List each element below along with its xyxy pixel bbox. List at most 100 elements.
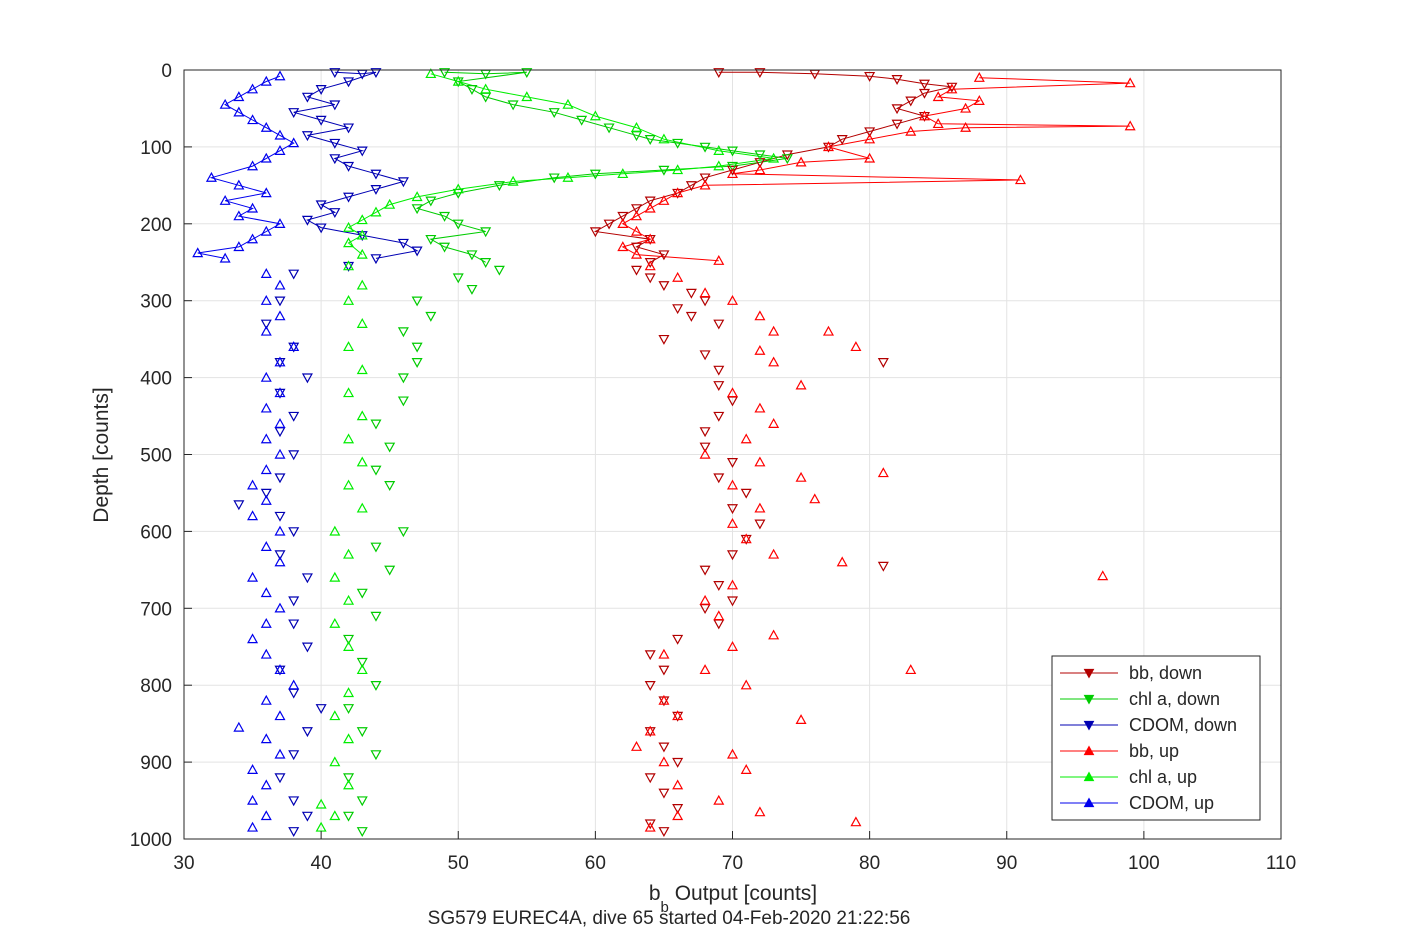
data-point xyxy=(672,634,684,645)
data-point xyxy=(343,192,355,203)
data-point xyxy=(754,402,766,413)
data-point xyxy=(288,341,300,352)
data-point xyxy=(644,821,656,832)
x-tick-label: 50 xyxy=(448,853,469,874)
data-point xyxy=(315,85,327,95)
data-point xyxy=(219,252,231,263)
data-point xyxy=(973,95,985,105)
legend-item: chl a, down xyxy=(1060,689,1220,709)
data-point xyxy=(274,356,286,367)
data-point xyxy=(507,100,519,111)
data-point xyxy=(343,77,355,88)
data-point xyxy=(658,250,670,261)
data-point xyxy=(726,517,739,528)
data-point xyxy=(301,131,313,142)
data-point xyxy=(699,350,711,361)
data-point xyxy=(754,150,766,161)
legend-box xyxy=(1051,655,1261,821)
data-point xyxy=(644,233,656,244)
data-point xyxy=(247,764,259,774)
data-point xyxy=(329,617,341,628)
data-point xyxy=(822,141,835,152)
data-point xyxy=(452,273,464,284)
x-tick-label: 60 xyxy=(585,853,606,874)
data-point xyxy=(726,165,739,176)
data-point xyxy=(658,742,670,753)
data-point xyxy=(973,71,985,82)
data-point xyxy=(658,827,670,838)
data-point xyxy=(219,194,231,205)
data-point xyxy=(274,70,286,81)
data-point xyxy=(343,237,355,248)
data-point xyxy=(397,238,409,249)
y-axis-label: Depth [counts] xyxy=(90,387,113,522)
data-point xyxy=(260,494,272,505)
data-point xyxy=(603,219,615,230)
data-point xyxy=(754,502,766,513)
data-point xyxy=(768,356,780,367)
data-point xyxy=(685,181,697,192)
data-point xyxy=(288,108,300,119)
data-point xyxy=(918,110,930,121)
data-point xyxy=(768,152,780,163)
data-point xyxy=(822,325,835,336)
data-point xyxy=(274,296,286,307)
data-point xyxy=(480,227,492,238)
data-point xyxy=(452,188,464,199)
data-point xyxy=(644,202,656,213)
legend-label: CDOM, down xyxy=(1129,715,1237,735)
data-point xyxy=(343,479,355,490)
data-point xyxy=(726,504,739,515)
data-point xyxy=(644,773,656,784)
data-point xyxy=(768,629,780,640)
data-point xyxy=(274,664,286,675)
data-point xyxy=(274,448,286,459)
data-point xyxy=(356,727,368,738)
data-point xyxy=(658,334,670,345)
data-point xyxy=(452,75,464,86)
data-point xyxy=(1014,174,1026,185)
data-point xyxy=(699,142,711,153)
y-tick-label: 400 xyxy=(140,369,172,390)
data-point xyxy=(301,215,313,226)
data-point xyxy=(425,234,437,245)
data-point xyxy=(836,135,848,145)
data-point xyxy=(672,138,684,149)
data-point xyxy=(713,365,725,376)
data-point xyxy=(343,221,355,232)
data-point xyxy=(644,196,656,207)
data-point xyxy=(754,310,766,321)
data-point xyxy=(960,121,972,132)
data-point xyxy=(617,168,629,179)
legend-label: chl a, up xyxy=(1129,767,1197,787)
x-tick-label: 40 xyxy=(311,853,332,874)
data-point xyxy=(630,740,643,751)
data-point xyxy=(301,92,313,103)
data-point xyxy=(288,411,300,422)
data-point xyxy=(384,198,396,209)
data-point xyxy=(260,75,272,86)
data-point xyxy=(672,710,684,721)
data-point xyxy=(356,248,368,259)
data-point xyxy=(343,779,355,790)
data-point xyxy=(589,227,601,238)
data-point xyxy=(617,211,629,222)
data-point xyxy=(658,756,670,767)
data-point xyxy=(343,687,355,698)
data-point xyxy=(260,402,272,413)
data-point xyxy=(260,587,272,598)
data-point xyxy=(301,727,313,738)
legend-item: CDOM, up xyxy=(1060,793,1214,813)
data-point xyxy=(356,796,368,807)
data-point xyxy=(836,556,848,567)
data-point xyxy=(411,246,423,257)
data-point xyxy=(343,123,355,134)
data-point xyxy=(672,810,684,821)
data-point xyxy=(260,648,272,659)
data-point xyxy=(630,242,643,253)
y-tick-label: 700 xyxy=(140,599,172,620)
data-point xyxy=(1097,570,1109,581)
data-point xyxy=(397,527,409,538)
data-point xyxy=(411,358,423,368)
data-point xyxy=(726,146,739,157)
